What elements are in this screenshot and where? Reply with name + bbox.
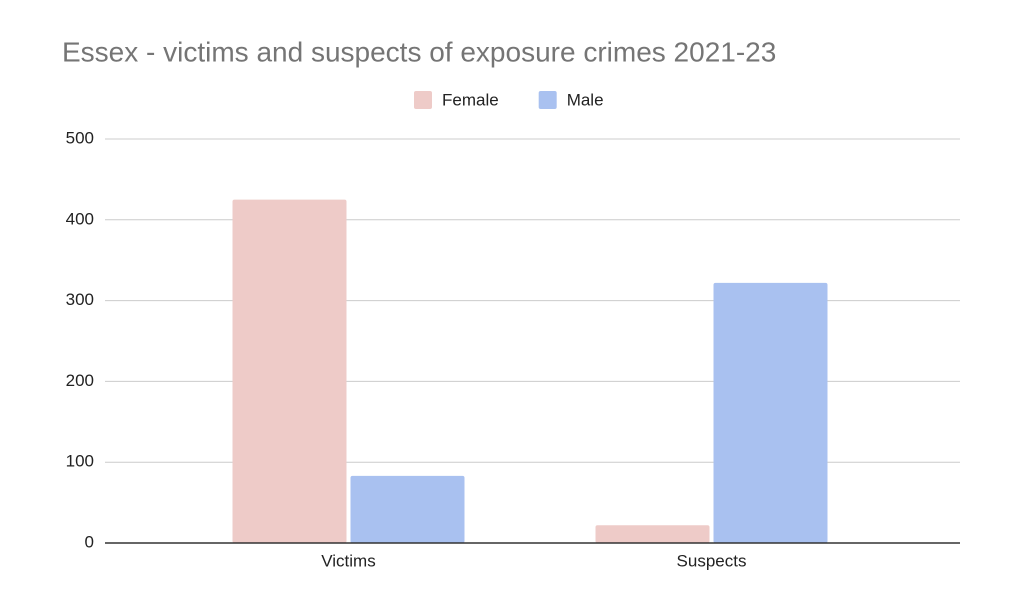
- y-tick-label: 100: [66, 452, 94, 471]
- x-tick-label: Suspects: [677, 551, 747, 570]
- y-tick-label: 400: [66, 209, 94, 228]
- bar: [350, 475, 465, 543]
- chart-title: Essex - victims and suspects of exposure…: [62, 36, 776, 67]
- y-tick-label: 500: [66, 128, 94, 147]
- legend-swatch: [538, 91, 557, 109]
- bar: [595, 525, 710, 543]
- bar: [713, 282, 828, 543]
- y-tick-label: 0: [85, 532, 94, 551]
- legend-swatch: [414, 91, 432, 109]
- x-tick-label: Victims: [321, 551, 375, 570]
- bar: [232, 199, 347, 543]
- legend-label: Male: [567, 90, 604, 109]
- legend-label: Female: [442, 90, 499, 109]
- y-tick-label: 300: [66, 290, 94, 309]
- y-tick-label: 200: [66, 371, 94, 390]
